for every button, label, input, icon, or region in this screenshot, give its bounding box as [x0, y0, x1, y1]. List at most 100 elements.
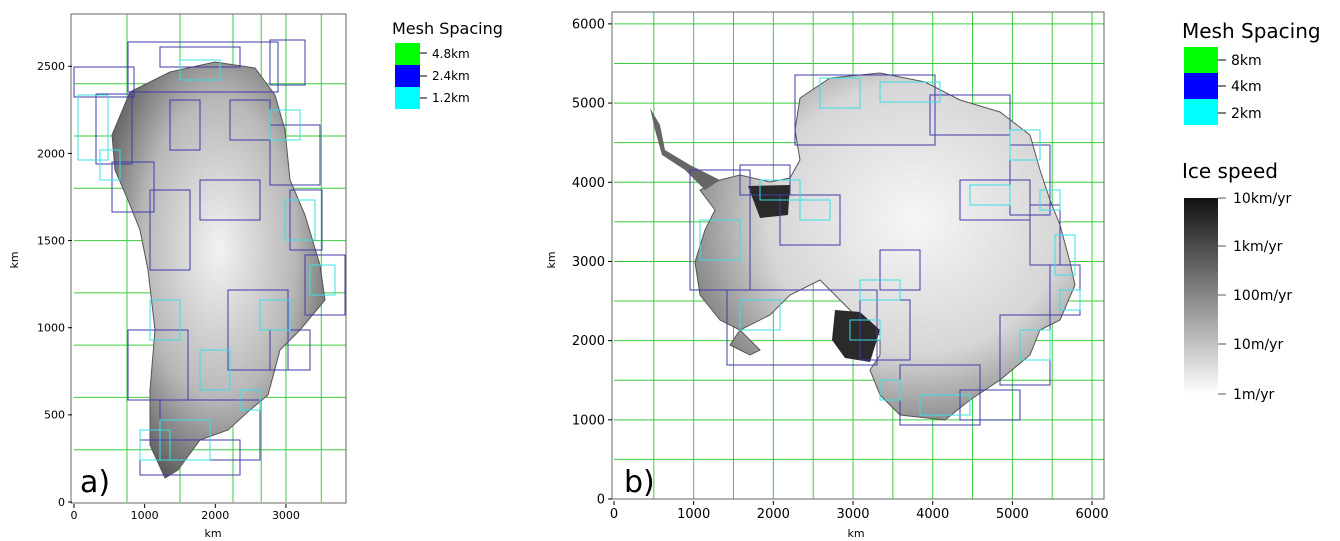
b-ytick-label-4: 4000 — [572, 176, 605, 191]
b-fine-mesh-block-3 — [1039, 189, 1061, 211]
b-ice-shelf-ross — [832, 310, 880, 362]
a-ylabel: km — [8, 251, 21, 268]
legend-a: Mesh Spacing 4.8km 2.4km 1.2km — [392, 19, 503, 109]
b-fine-mesh-block-7 — [919, 394, 971, 416]
panel-b-label: b) — [624, 465, 655, 500]
b-xtick-label-5: 5000 — [996, 507, 1029, 522]
a-mesh-block-8 — [304, 254, 346, 316]
b-ytick-label-0: 0 — [597, 493, 605, 508]
b-fine-mesh-block-4 — [1054, 234, 1076, 276]
colorbar-label-2: 100m/yr — [1233, 288, 1292, 304]
a-mesh-block-2 — [159, 46, 241, 68]
b-fine-mesh-block-14 — [859, 279, 901, 301]
b-fine-mesh-block-1 — [879, 81, 941, 103]
a-mesh-blocks — [73, 39, 346, 476]
legend-a-swatch-1 — [395, 65, 420, 87]
a-ytick-label-0: 0 — [58, 496, 65, 509]
a-fine-mesh-block-7 — [199, 349, 231, 391]
a-mesh-block-4 — [95, 93, 133, 165]
b-xtick-label-1: 1000 — [677, 507, 710, 522]
a-fine-mesh-block-0 — [77, 94, 109, 161]
legend-b-label-2: 2km — [1231, 106, 1262, 122]
legend-b-title: Mesh Spacing — [1182, 19, 1321, 43]
legend-b-swatch-2 — [1184, 99, 1218, 125]
legend-b-swatch-0 — [1184, 47, 1218, 73]
panel-a-label: a) — [80, 465, 110, 500]
a-mesh-block-5 — [111, 161, 155, 213]
a-xtick-label-3: 3000 — [272, 509, 300, 522]
b-ytick-label-5: 5000 — [572, 97, 605, 112]
legend-b: Mesh Spacing 8km 4km 2km Ice speed 10km/… — [1182, 19, 1321, 403]
a-xtick-label-2: 2000 — [201, 509, 229, 522]
b-fine-mesh-block-15 — [969, 184, 1011, 206]
legend-a-swatch-0 — [395, 43, 420, 65]
legend-a-title: Mesh Spacing — [392, 19, 503, 38]
a-xtick-label-0: 0 — [71, 509, 78, 522]
colorbar-label-4: 1m/yr — [1233, 387, 1275, 403]
a-mesh-block-11 — [127, 329, 189, 401]
b-xtick-label-4: 4000 — [916, 507, 949, 522]
a-fine-mesh-block-6 — [139, 429, 171, 461]
b-fine-mesh-block-8 — [879, 379, 901, 401]
a-mesh-block-7 — [289, 189, 323, 251]
a-fine-mesh-block-1 — [99, 149, 121, 181]
b-ytick-label-3: 3000 — [572, 255, 605, 270]
a-fine-mesh-block-10 — [239, 389, 261, 411]
b-mesh-block-8 — [726, 289, 878, 366]
a-fine-mesh-block-11 — [179, 59, 221, 81]
b-xtick-label-2: 2000 — [757, 507, 790, 522]
a-mesh-block-1 — [269, 39, 306, 86]
b-fine-mesh-block-9 — [849, 319, 881, 341]
a-ice-sheet — [111, 61, 326, 479]
b-fine-mesh-block-10 — [739, 299, 781, 331]
b-xtick-label-6: 6000 — [1076, 507, 1109, 522]
legend-a-swatch-2 — [395, 87, 420, 109]
a-fine-mesh-block-9 — [149, 299, 181, 341]
a-mesh-block-3 — [73, 66, 135, 98]
b-ytick-label-1: 1000 — [572, 413, 605, 428]
legend-a-label-0: 4.8km — [432, 47, 470, 61]
b-peninsula — [650, 108, 720, 190]
a-ytick-label-5: 2500 — [37, 60, 65, 73]
b-fine-mesh-block-13 — [799, 199, 831, 221]
a-fine-mesh-block-4 — [309, 264, 336, 296]
legend-b-label-1: 4km — [1231, 79, 1262, 95]
legend-b-swatch-1 — [1184, 73, 1218, 99]
b-fine-mesh-block-12 — [759, 179, 801, 201]
a-axes: 0 1000 2000 3000 0 500 1000 1500 2000 2500 — [37, 60, 300, 522]
colorbar-label-3: 10m/yr — [1233, 337, 1283, 353]
b-fine-mesh-block-2 — [1009, 129, 1041, 161]
b-fine-mesh-block-6 — [1019, 329, 1051, 361]
b-fine-mesh-block-5 — [1059, 289, 1081, 311]
a-fine-mesh-block-5 — [159, 419, 211, 461]
b-mesh-block-12 — [959, 179, 1031, 221]
b-axes: 0 1000 2000 3000 4000 5000 6000 0 1000 2000 3000 40… — [572, 17, 1109, 522]
b-ice-sheet — [694, 72, 1076, 421]
legend-b-label-0: 8km — [1231, 53, 1262, 69]
colorbar-label-0: 10km/yr — [1233, 191, 1292, 207]
b-mesh-block-9 — [689, 169, 751, 291]
colorbar-label-1: 1km/yr — [1233, 239, 1283, 255]
b-plot-frame — [611, 11, 1105, 500]
a-mesh-block-15 — [199, 179, 261, 221]
b-xtick-label-3: 3000 — [836, 507, 869, 522]
legend-a-label-1: 2.4km — [432, 69, 470, 83]
a-mesh-block-6 — [269, 124, 321, 186]
b-xtick-label-0: 0 — [610, 507, 618, 522]
a-ytick-label-3: 1500 — [37, 234, 65, 247]
a-ytick-label-1: 500 — [44, 409, 65, 422]
b-ylabel: km — [545, 251, 558, 268]
a-fine-mesh-block-3 — [284, 199, 316, 241]
panel-b: 0 1000 2000 3000 4000 5000 6000 0 1000 2000 3000 40… — [545, 11, 1109, 540]
b-xlabel: km — [847, 527, 864, 540]
a-ytick-label-2: 1000 — [37, 322, 65, 335]
b-mesh-blocks — [689, 74, 1081, 426]
a-mesh-block-14 — [149, 189, 191, 271]
b-mesh-block-1 — [929, 94, 1011, 136]
b-mesh-block-14 — [959, 389, 1021, 421]
a-xtick-label-1: 1000 — [131, 509, 159, 522]
legend-a-label-2: 1.2km — [432, 91, 470, 105]
b-fine-mesh-block-0 — [819, 77, 861, 109]
